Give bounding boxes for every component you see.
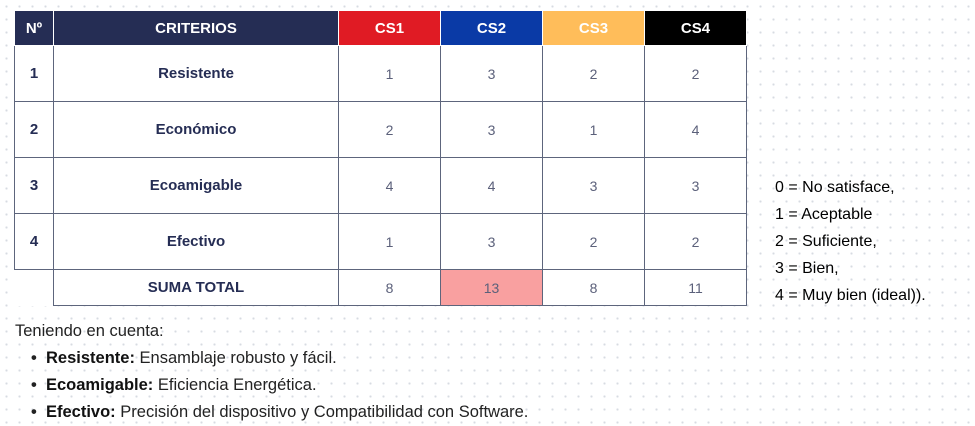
score-cs3: 1 [542, 101, 645, 158]
bullet-icon: • [31, 349, 37, 367]
score-cs1: 4 [338, 157, 441, 214]
header-num: Nº [14, 10, 54, 46]
total-cs1: 8 [338, 269, 441, 306]
total-cs2-highlighted: 13 [440, 269, 543, 306]
table-header-row: Nº CRITERIOS CS1 CS2 CS3 CS4 [14, 10, 747, 46]
table-row: 2 Económico 2 3 1 4 [14, 101, 747, 158]
bullet-icon: • [31, 376, 37, 394]
score-cs3: 2 [542, 45, 645, 102]
score-cs1: 2 [338, 101, 441, 158]
note-description: Precisión del dispositivo y Compatibilid… [115, 403, 529, 421]
list-item: • Ecoamigable: Eficiencia Energética. [15, 372, 528, 399]
score-cs3: 2 [542, 213, 645, 270]
note-description: Eficiencia Energética. [153, 376, 317, 394]
header-cs4: CS4 [644, 10, 747, 46]
score-cs4: 3 [644, 157, 747, 214]
header-cs1: CS1 [338, 10, 441, 46]
criterion-name: Resistente [53, 45, 339, 102]
criterion-name: Económico [53, 101, 339, 158]
header-cs3: CS3 [542, 10, 645, 46]
total-cs3: 8 [542, 269, 645, 306]
score-legend: 0 = No satisface, 1 = Aceptable 2 = Sufi… [775, 174, 926, 309]
score-cs2: 3 [440, 213, 543, 270]
row-number: 3 [14, 157, 54, 214]
score-cs4: 4 [644, 101, 747, 158]
note-term: Efectivo: [46, 403, 116, 421]
score-cs2: 3 [440, 101, 543, 158]
legend-item: 2 = Suficiente, [775, 233, 877, 250]
criterion-name: Efectivo [53, 213, 339, 270]
score-cs2: 3 [440, 45, 543, 102]
row-number: 1 [14, 45, 54, 102]
total-empty-cell [15, 270, 54, 306]
criteria-notes: Teniendo en cuenta: • Resistente: Ensamb… [15, 318, 528, 426]
total-row: SUMA TOTAL 8 13 8 11 [15, 269, 747, 306]
score-cs3: 3 [542, 157, 645, 214]
total-label: SUMA TOTAL [53, 269, 339, 306]
notes-intro: Teniendo en cuenta: [15, 322, 164, 340]
score-cs2: 4 [440, 157, 543, 214]
table-row: 3 Ecoamigable 4 4 3 3 [14, 157, 747, 214]
score-cs4: 2 [644, 45, 747, 102]
legend-item: 1 = Aceptable [775, 206, 873, 223]
legend-item: 3 = Bien, [775, 260, 839, 277]
row-number: 4 [14, 213, 54, 270]
notes-list: • Resistente: Ensamblaje robusto y fácil… [15, 345, 528, 426]
row-number: 2 [14, 101, 54, 158]
criterion-name: Ecoamigable [53, 157, 339, 214]
table-row: 1 Resistente 1 3 2 2 [14, 45, 747, 102]
note-term: Ecoamigable: [46, 376, 154, 394]
legend-item: 4 = Muy bien (ideal)). [775, 287, 926, 304]
score-cs1: 1 [338, 213, 441, 270]
score-cs1: 1 [338, 45, 441, 102]
table-row: 4 Efectivo 1 3 2 2 [14, 213, 747, 270]
note-term: Resistente: [46, 349, 135, 367]
total-cs4: 11 [644, 269, 747, 306]
criteria-table: Nº CRITERIOS CS1 CS2 CS3 CS4 1 Resistent… [14, 10, 747, 306]
list-item: • Resistente: Ensamblaje robusto y fácil… [15, 345, 528, 372]
list-item: • Efectivo: Precisión del dispositivo y … [15, 399, 528, 426]
note-description: Ensamblaje robusto y fácil. [134, 349, 337, 367]
legend-item: 0 = No satisface, [775, 179, 895, 196]
header-criteria: CRITERIOS [53, 10, 339, 46]
score-cs4: 2 [644, 213, 747, 270]
bullet-icon: • [31, 403, 37, 421]
header-cs2: CS2 [440, 10, 543, 46]
